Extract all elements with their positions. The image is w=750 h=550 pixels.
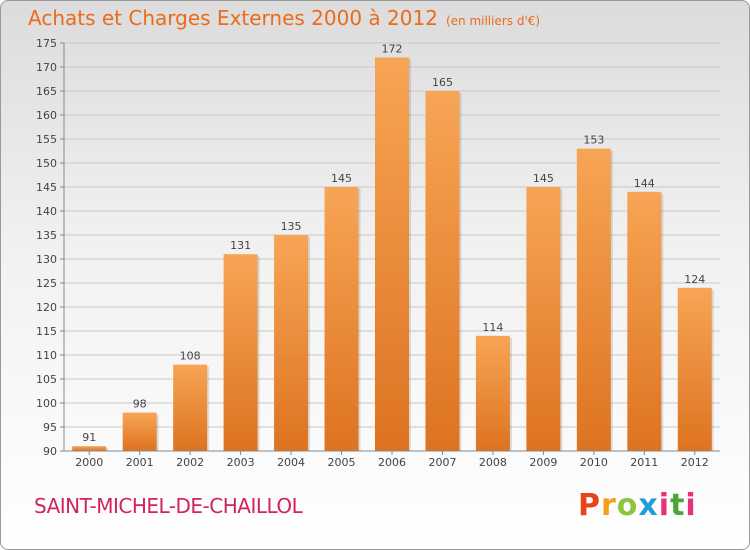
- bar: [475, 335, 510, 451]
- y-tick-label: 95: [43, 421, 57, 434]
- chart-unit: (en milliers d'€): [445, 14, 541, 28]
- x-tick-label: 2003: [227, 456, 255, 469]
- data-label: 98: [133, 398, 147, 411]
- x-tick-label: 2010: [580, 456, 608, 469]
- chart-title-text: Achats et Charges Externes 2000 à 2012: [28, 6, 438, 30]
- x-tick-label: 2006: [378, 456, 406, 469]
- x-tick-label: 2000: [75, 456, 103, 469]
- bar: [375, 57, 409, 452]
- y-tick-label: 160: [36, 109, 57, 122]
- data-label: 153: [583, 134, 604, 147]
- bar: [526, 187, 561, 451]
- x-tick-label: 2001: [126, 456, 154, 469]
- x-tick-label: 2002: [176, 456, 204, 469]
- data-label: 165: [432, 76, 453, 89]
- y-tick-label: 155: [36, 133, 57, 146]
- y-tick-label: 175: [36, 37, 57, 50]
- bar: [627, 191, 662, 452]
- data-label: 172: [382, 42, 403, 55]
- data-label: 145: [331, 172, 352, 185]
- bar: [576, 148, 611, 451]
- x-tick-label: 2004: [277, 456, 305, 469]
- x-tick-label: 2011: [630, 456, 658, 469]
- y-tick-label: 100: [36, 397, 57, 410]
- y-tick-label: 140: [36, 205, 57, 218]
- y-tick-label: 135: [36, 229, 57, 242]
- x-tick-label: 2012: [681, 456, 709, 469]
- y-axis: 90 95 100 105 110 115 120 125 130 135 140 145 150 155…: [36, 37, 65, 458]
- x-tick-label: 2007: [428, 456, 456, 469]
- data-label: 108: [180, 350, 201, 363]
- y-tick-label: 145: [36, 181, 57, 194]
- bar: [173, 364, 208, 451]
- data-label: 131: [230, 239, 251, 252]
- x-tick-label: 2005: [328, 456, 356, 469]
- city-name: SAINT-MICHEL-DE-CHAILLOL: [34, 494, 303, 518]
- data-label: 91: [82, 431, 96, 444]
- bar: [324, 187, 359, 451]
- bar: [223, 254, 258, 451]
- y-tick-label: 125: [36, 277, 57, 290]
- y-tick-label: 165: [36, 85, 57, 98]
- data-label: 114: [482, 321, 503, 334]
- data-label: 144: [634, 177, 655, 190]
- x-tick-label: 2009: [529, 456, 557, 469]
- x-axis: 2000 2001 2002 2003 2004 2005 2006 2007 2008 2009…: [64, 450, 720, 469]
- y-tick-label: 170: [36, 61, 57, 74]
- y-tick-label: 105: [36, 373, 57, 386]
- bar: [677, 287, 712, 451]
- y-tick-label: 110: [36, 349, 57, 362]
- y-tick-label: 130: [36, 253, 57, 266]
- bar: [122, 412, 157, 451]
- y-tick-label: 120: [36, 301, 57, 314]
- y-tick-label: 115: [36, 325, 57, 338]
- data-label: 145: [533, 172, 554, 185]
- chart-title: Achats et Charges Externes 2000 à 2012 (e…: [28, 6, 540, 30]
- data-label: 135: [281, 220, 302, 233]
- proxiti-logo: Proxiti: [578, 488, 697, 523]
- bar: [274, 235, 309, 451]
- x-tick-label: 2008: [479, 456, 507, 469]
- bar: [425, 91, 460, 451]
- bars: 91 98 108 131 135 145 172 165 114 145 153 144 124: [72, 42, 714, 452]
- y-tick-label: 90: [43, 445, 57, 458]
- bar: [72, 446, 107, 451]
- data-label: 124: [684, 273, 705, 286]
- y-tick-label: 150: [36, 157, 57, 170]
